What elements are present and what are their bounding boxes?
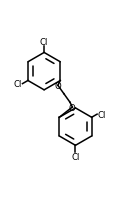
- Text: Cl: Cl: [14, 80, 22, 89]
- Text: Cl: Cl: [71, 152, 80, 161]
- Text: Cl: Cl: [97, 110, 106, 119]
- Text: O: O: [69, 103, 76, 112]
- Text: Cl: Cl: [40, 38, 48, 47]
- Text: O: O: [55, 81, 61, 90]
